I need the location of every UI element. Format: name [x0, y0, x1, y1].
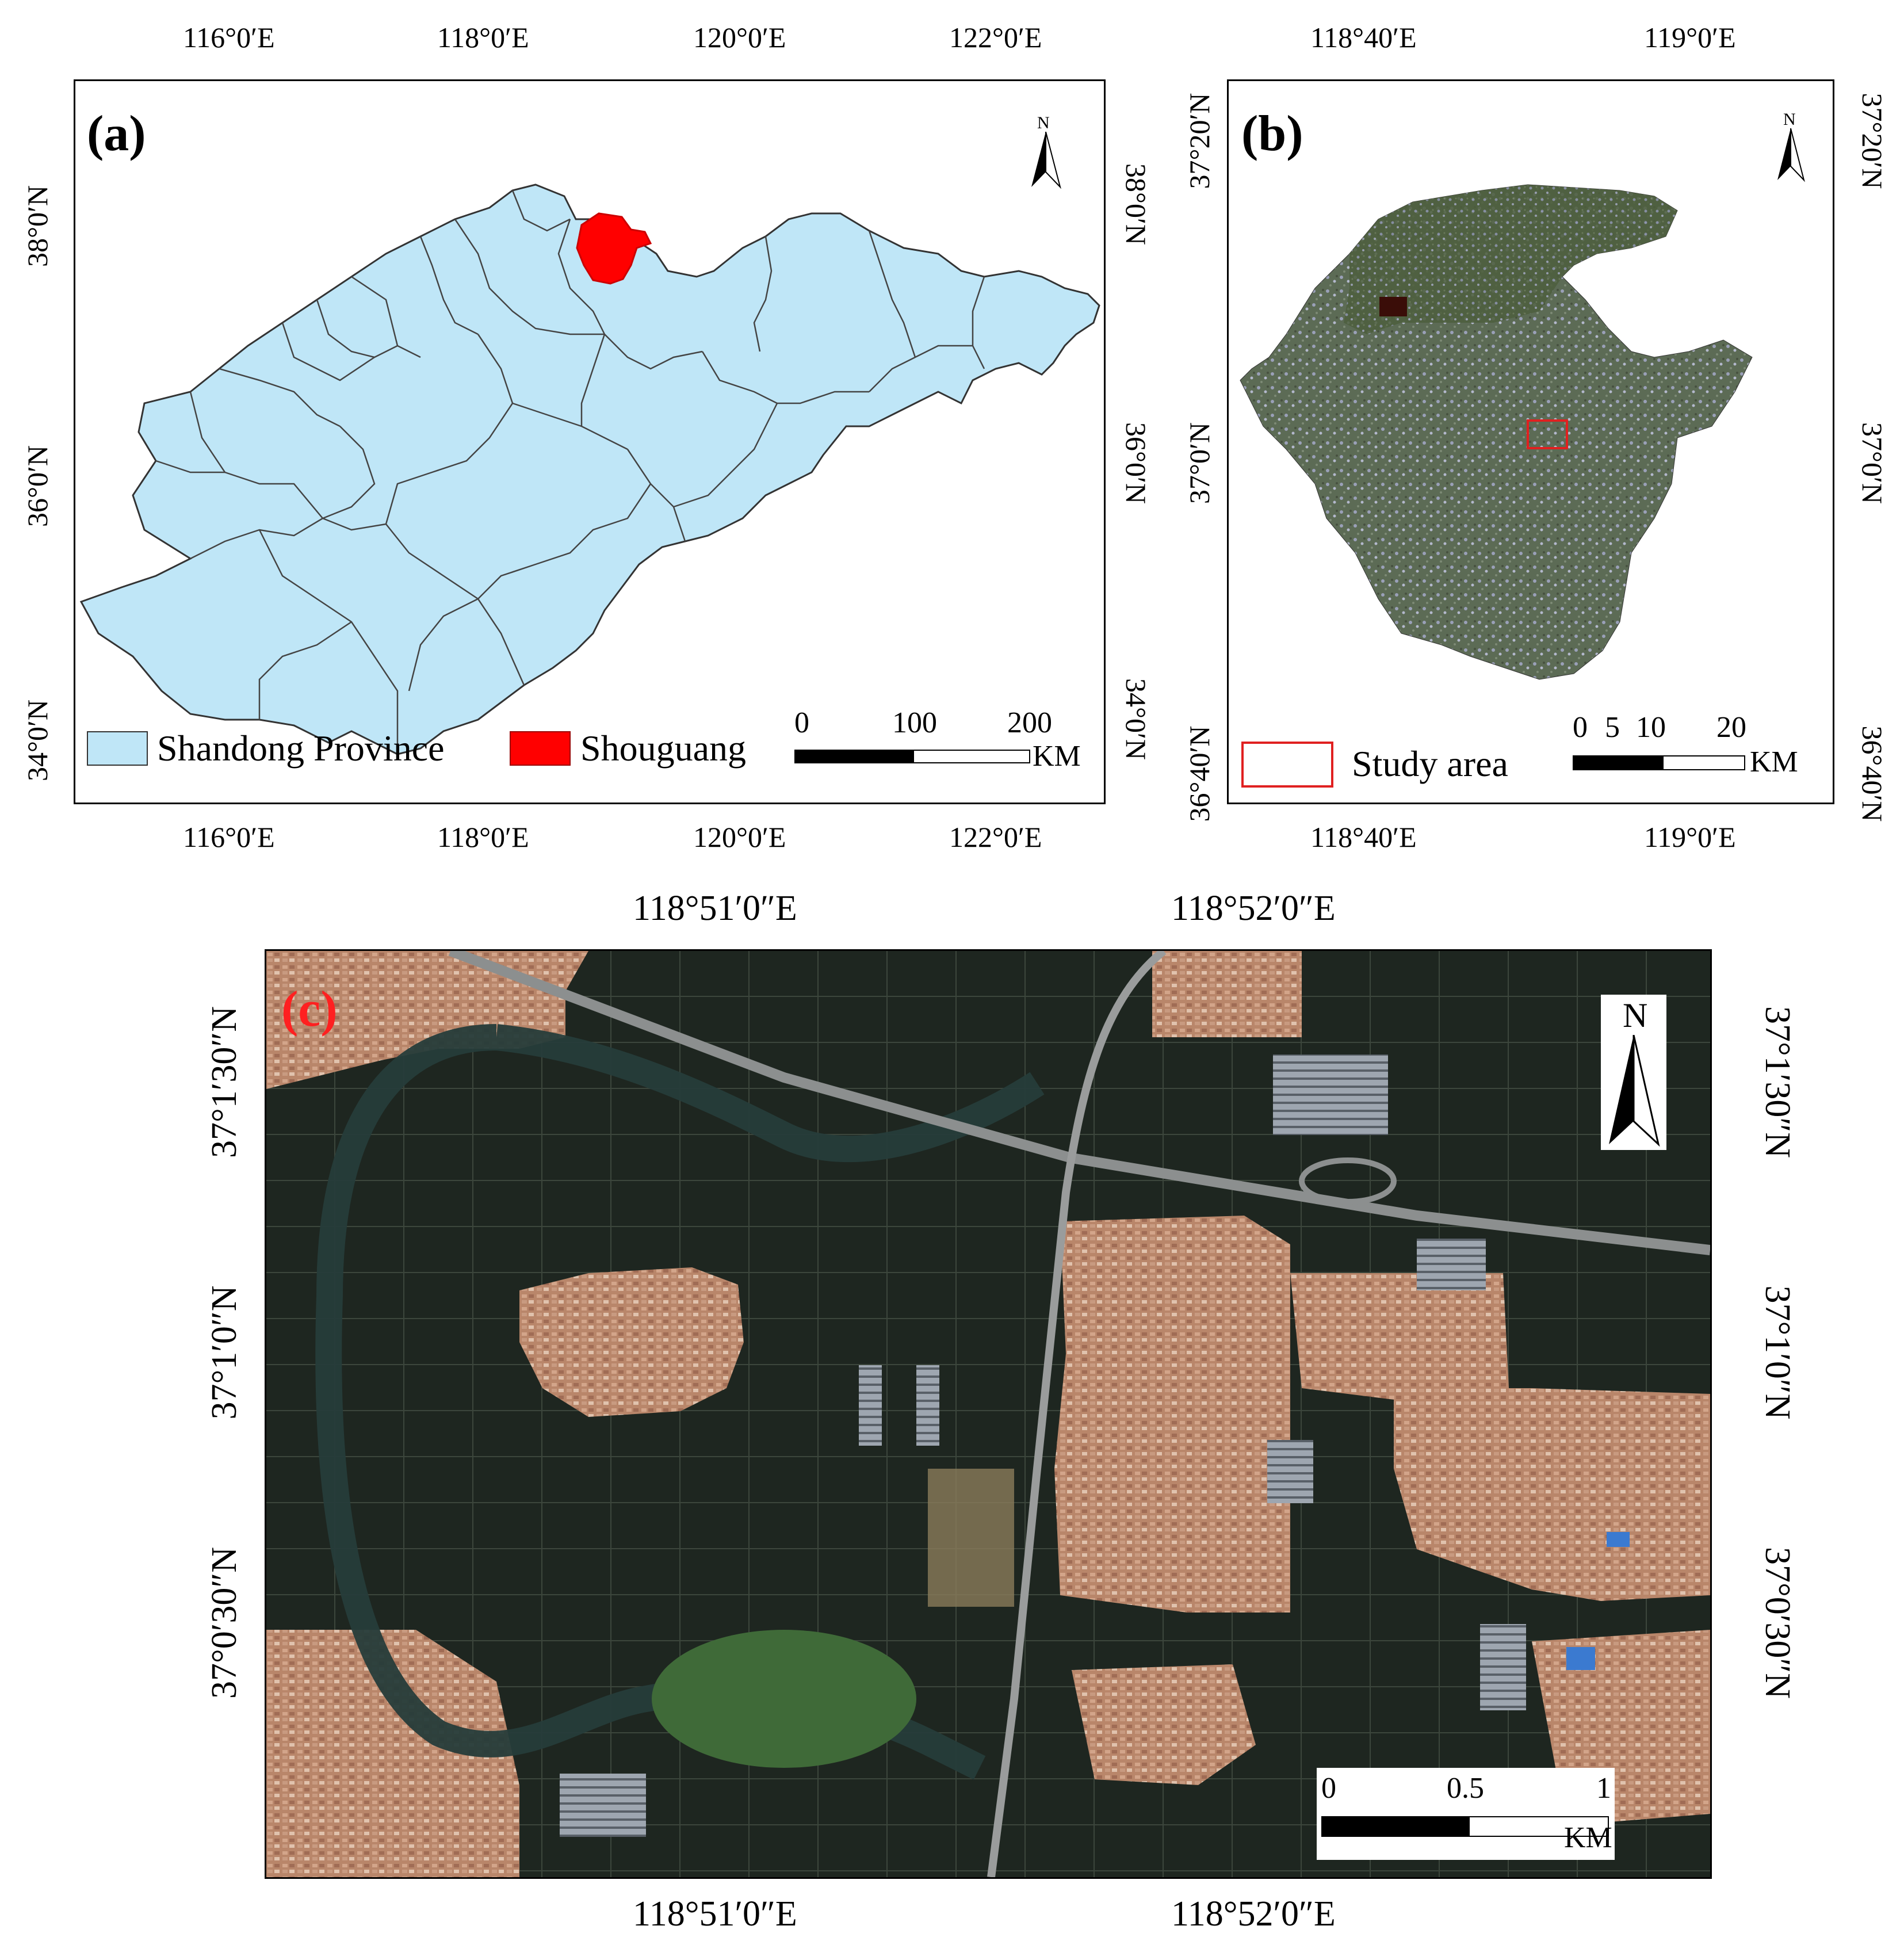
scale-c-tick-1: 1	[1596, 1772, 1611, 1805]
scale-c-tick-05: 0.5	[1447, 1772, 1484, 1805]
panel-b-xtick-bottom-1: 118°40′E	[1310, 821, 1417, 853]
panel-a-xtick-bottom-3: 120°0′E	[693, 821, 786, 853]
north-arrow: N	[1026, 113, 1066, 189]
scale-unit-c: KM	[1564, 1821, 1612, 1854]
panel-a-ytick-right-3: 34°0′N	[1120, 678, 1152, 761]
legend-label-shandong: Shandong Province	[157, 728, 445, 769]
village-east	[1394, 1388, 1710, 1601]
panel-a-xtick-bottom-2: 118°0′E	[437, 821, 529, 853]
north-arrow-icon	[1031, 132, 1061, 189]
panel-a-ytick-left-1: 38°0′N	[21, 185, 53, 268]
greenhouse-block-3	[1267, 1440, 1313, 1503]
panel-c-xtick-top-1: 118°51′0″E	[633, 889, 797, 928]
north-arrow-c: N	[1601, 995, 1666, 1150]
blue-roof-2	[1607, 1532, 1630, 1547]
panel-c-ytick-left-3: 37°0′30″N	[205, 1547, 244, 1699]
scale-tick-200: 200	[1007, 706, 1052, 739]
north-arrow-icon-b	[1777, 128, 1805, 182]
scale-b-tick-5: 5	[1605, 711, 1620, 744]
scale-b-tick-0: 0	[1573, 711, 1588, 744]
blue-roof	[1566, 1647, 1595, 1670]
green-meadow	[652, 1630, 916, 1768]
north-arrow-letter-c: N	[1623, 996, 1648, 1034]
village-sw	[266, 1630, 519, 1877]
panel-a-ytick-left-3: 34°0′N	[21, 699, 53, 782]
panel-b-ytick-left-1: 37°20′N	[1183, 93, 1215, 189]
scale-bar: 0 100 200 KM	[794, 706, 1081, 777]
panel-b-ytick-right-2: 37°0′N	[1856, 422, 1888, 505]
panel-a-map: (a) N Shandong Province Shouguang 0 100 …	[74, 79, 1106, 804]
panel-b-label: (b)	[1241, 106, 1303, 162]
village-nw	[266, 951, 588, 1089]
panel-a-ytick-right-2: 36°0′N	[1120, 422, 1152, 505]
shouguang-satellite-map	[1240, 184, 1753, 680]
north-arrow-icon-c	[1609, 1035, 1660, 1147]
shandong-province-map	[79, 184, 1100, 755]
village-midright	[1290, 1273, 1509, 1400]
north-arrow-b: N	[1771, 110, 1811, 185]
scale-tick-100: 100	[892, 706, 937, 739]
legend-box-shouguang	[510, 731, 571, 766]
study-area-box	[1527, 419, 1568, 449]
panel-b-xtick-top-1: 118°40′E	[1310, 21, 1417, 54]
panel-b-xtick-top-2: 119°0′E	[1644, 21, 1736, 54]
panel-b-ytick-left-3: 36°40′N	[1183, 725, 1215, 822]
panel-b-ytick-right-3: 36°40′N	[1856, 725, 1888, 822]
panel-b-map: (b) N Study area 0 5 10 20 KM	[1227, 79, 1834, 804]
interchange	[1299, 1157, 1397, 1205]
village-s	[1072, 1664, 1256, 1785]
north-arrow-letter: N	[1037, 113, 1050, 132]
panel-c-map: (c) N 0 0.5 1 KM	[265, 949, 1712, 1879]
shouguang-region	[576, 212, 652, 285]
legend-box-study-area	[1241, 742, 1333, 788]
panel-a-xtick-top-2: 118°0′E	[437, 21, 529, 54]
greenhouse-block-7	[1480, 1624, 1526, 1710]
panel-a-xtick-bottom-1: 116°0′E	[183, 821, 275, 853]
panel-c-ytick-left-2: 37°1′0″N	[205, 1285, 244, 1420]
panel-a-label: (a)	[87, 106, 146, 162]
greenhouse-block-2	[1417, 1239, 1486, 1290]
panel-a-xtick-top-4: 122°0′E	[949, 21, 1042, 54]
panel-c-xtick-top-2: 118°52′0″E	[1171, 889, 1336, 928]
panel-b-ytick-right-1: 37°20′N	[1856, 93, 1888, 189]
panel-c-xtick-bottom-2: 118°52′0″E	[1171, 1894, 1336, 1934]
panel-a-ytick-right-1: 38°0′N	[1120, 163, 1152, 246]
panel-c-ytick-right-3: 37°0′30″N	[1758, 1547, 1797, 1699]
legend-box-shandong	[87, 731, 148, 766]
panel-a-xtick-top-1: 116°0′E	[183, 21, 275, 54]
panel-c-ytick-right-2: 37°1′0″N	[1758, 1285, 1797, 1420]
scale-bar-b: 0 5 10 20 KM	[1573, 713, 1826, 788]
dark-reservoir-patch	[1379, 297, 1407, 316]
bare-field	[928, 1469, 1014, 1607]
panel-c-label: (c)	[281, 981, 338, 1037]
prefecture-boundaries	[155, 190, 985, 754]
panel-b-ytick-left-2: 37°0′N	[1183, 422, 1215, 505]
scale-tick-0: 0	[794, 706, 809, 739]
scale-c-tick-0: 0	[1321, 1772, 1336, 1805]
panel-a-xtick-top-3: 120°0′E	[693, 21, 786, 54]
north-arrow-letter-b: N	[1783, 110, 1796, 129]
greenhouse-block-4	[560, 1774, 646, 1837]
greenhouse-block-1	[1273, 1054, 1388, 1135]
panel-c-xtick-bottom-1: 118°51′0″E	[633, 1894, 797, 1934]
village-ne	[1152, 951, 1302, 1037]
north-south-road	[987, 951, 1167, 1877]
panel-c-ytick-right-1: 37°1′30″N	[1758, 1006, 1797, 1158]
scale-bar-c: 0 0.5 1 KM	[1317, 1768, 1615, 1860]
greenhouse-block-6	[916, 1365, 939, 1446]
study-area-satellite	[266, 951, 1710, 1877]
greenhouse-block-5	[859, 1365, 882, 1446]
village-center	[519, 1267, 744, 1417]
village-town	[1054, 1216, 1290, 1613]
legend-label-shouguang: Shouguang	[580, 728, 746, 769]
panel-b-xtick-bottom-2: 119°0′E	[1644, 821, 1736, 853]
scale-b-tick-10: 10	[1636, 711, 1666, 744]
scale-unit-b: KM	[1750, 746, 1798, 778]
legend-label-study-area: Study area	[1352, 743, 1508, 784]
panel-a-xtick-bottom-4: 122°0′E	[949, 821, 1042, 853]
scale-b-tick-20: 20	[1716, 711, 1746, 744]
panel-a-ytick-left-2: 36°0′N	[21, 445, 53, 528]
panel-c-ytick-left-1: 37°1′30″N	[205, 1006, 244, 1158]
scale-unit: KM	[1033, 740, 1081, 773]
